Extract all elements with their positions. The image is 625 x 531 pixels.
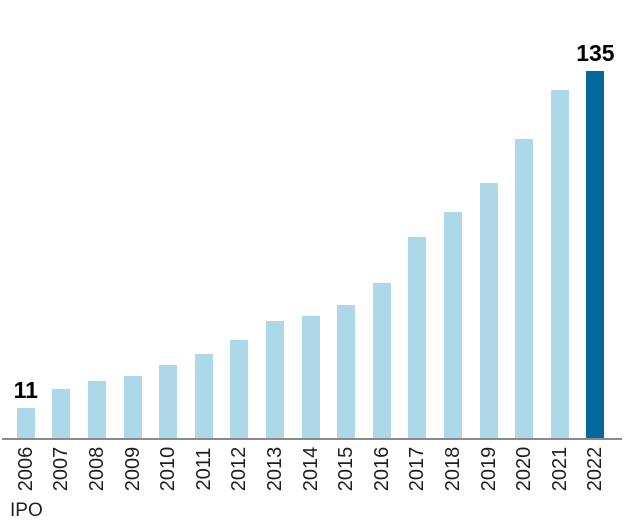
x-axis-line bbox=[2, 438, 622, 440]
x-tick-label-2013: 2013 bbox=[264, 446, 286, 492]
bar-2017 bbox=[408, 236, 427, 438]
bar-2012 bbox=[230, 340, 249, 438]
bar-2006 bbox=[16, 408, 35, 438]
data-label-2006: 11 bbox=[13, 377, 38, 404]
x-tick-label-2011: 2011 bbox=[192, 447, 215, 491]
x-tick-label-2012: 2012 bbox=[228, 446, 251, 492]
bar-2010 bbox=[159, 364, 178, 438]
bar-2022 bbox=[586, 71, 605, 438]
bar-2021 bbox=[550, 90, 569, 438]
x-tick-label-2015: 2015 bbox=[335, 446, 358, 492]
bar-2009 bbox=[123, 375, 142, 438]
x-tick-label-2009: 2009 bbox=[121, 446, 144, 492]
x-tick-label-2022: 2022 bbox=[584, 446, 607, 492]
bar-2014 bbox=[301, 315, 320, 438]
x-tick-label-2006: 2006 bbox=[14, 446, 37, 492]
data-label-2022: 135 bbox=[576, 40, 615, 66]
plot-area: 11 135 bbox=[13, 40, 615, 438]
x-tick-label-2008: 2008 bbox=[86, 446, 108, 492]
bar-2015 bbox=[337, 304, 356, 438]
bar-2007 bbox=[52, 389, 71, 438]
x-tick-label-2021: 2021 bbox=[548, 446, 571, 492]
bar-2011 bbox=[194, 353, 213, 438]
x-tick-label-2020: 2020 bbox=[513, 446, 536, 492]
x-tick-label-2010: 2010 bbox=[157, 446, 180, 492]
x-tick-label-2017: 2017 bbox=[406, 446, 429, 492]
x-tick-label-2018: 2018 bbox=[442, 446, 464, 492]
x-tick-label-2014: 2014 bbox=[299, 446, 322, 492]
series-label-ipo: IPO bbox=[10, 500, 43, 521]
x-axis-tick-labels: 2006 2007 2008 2009 2010 2011 2012 2013 2014 2015… bbox=[0, 441, 625, 497]
x-tick-label-2007: 2007 bbox=[50, 446, 73, 492]
x-tick-label-2019: 2019 bbox=[477, 446, 500, 492]
bar-2013 bbox=[266, 321, 284, 438]
bar-2018 bbox=[444, 212, 462, 438]
bar-2008 bbox=[88, 380, 106, 438]
x-tick-label-2016: 2016 bbox=[370, 446, 393, 492]
bar-2019 bbox=[479, 182, 498, 438]
bar-2020 bbox=[515, 139, 534, 438]
bar-2016 bbox=[372, 283, 391, 438]
